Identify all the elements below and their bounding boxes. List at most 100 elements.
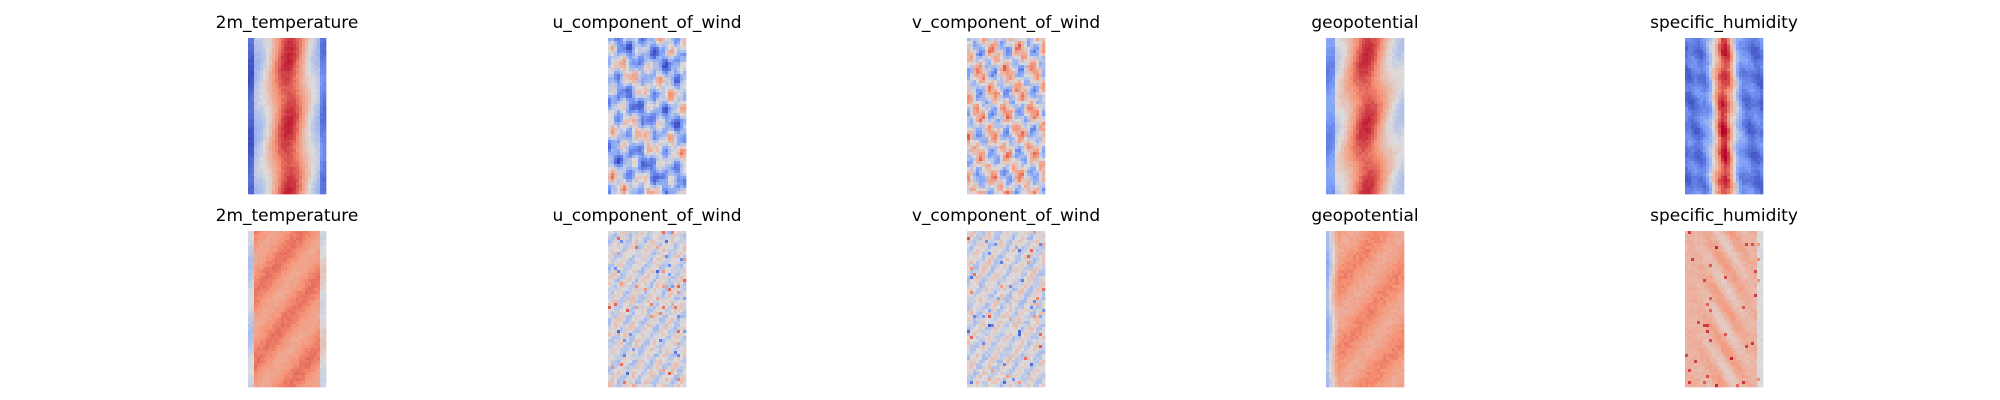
- heatmap-cell: [1021, 77, 1025, 81]
- heatmap-cell: [311, 140, 315, 144]
- heatmap-cell: [260, 137, 264, 141]
- heatmap-cell: [251, 161, 255, 165]
- heatmap-cell: [1039, 143, 1043, 147]
- heatmap-cell: [263, 149, 267, 153]
- heatmap-cell: [617, 110, 621, 114]
- heatmap-cell: [299, 62, 303, 66]
- heatmap-cell: [254, 71, 258, 75]
- heatmap-cell: [1030, 83, 1034, 87]
- heatmap-cell: [982, 179, 986, 183]
- heatmap-cell: [979, 149, 983, 153]
- heatmap-cell: [269, 53, 273, 57]
- heatmap-cell: [1015, 152, 1019, 156]
- heatmap-cell: [296, 122, 300, 126]
- heatmap-cell: [665, 149, 669, 153]
- panel-title: v_component_of_wind: [912, 13, 1100, 33]
- heatmap-cell: [1006, 95, 1010, 99]
- heatmap-cell: [662, 104, 666, 108]
- heatmap-cell: [251, 38, 255, 42]
- heatmap-cell: [973, 110, 977, 114]
- heatmap-cell: [1341, 131, 1345, 135]
- heatmap-cell: [1365, 107, 1369, 111]
- heatmap-cell: [1395, 38, 1399, 42]
- heatmap-cell: [1374, 74, 1378, 78]
- heatmap-cell: [275, 68, 279, 72]
- heatmap-cell: [1395, 131, 1399, 135]
- heatmap-cell: [635, 98, 639, 102]
- heatmap-cell: [1350, 77, 1354, 81]
- heatmap-cell: [1359, 71, 1363, 75]
- heatmap-cell: [1347, 86, 1351, 90]
- heatmap-cell: [1003, 152, 1007, 156]
- heatmap-cell: [284, 74, 288, 78]
- heatmap-cell: [629, 89, 633, 93]
- heatmap-cell: [617, 98, 621, 102]
- heatmap-cell: [1353, 68, 1357, 72]
- heatmap-cell: [269, 185, 273, 189]
- heatmap-cell: [677, 167, 681, 171]
- heatmap-cell: [991, 89, 995, 93]
- heatmap-cell: [1368, 80, 1372, 84]
- heatmap-cell: [665, 71, 669, 75]
- heatmap-cell: [674, 65, 678, 69]
- heatmap-cell: [323, 50, 327, 54]
- heatmap-cell: [1383, 113, 1387, 117]
- heatmap-cell: [1332, 140, 1336, 144]
- heatmap-cell: [967, 161, 971, 165]
- heatmap-cell: [970, 104, 974, 108]
- heatmap-cell: [1012, 173, 1016, 177]
- heatmap-cell: [650, 155, 654, 159]
- heatmap-cell: [1024, 98, 1028, 102]
- heatmap-cell: [1332, 110, 1336, 114]
- heatmap-cell: [305, 191, 309, 195]
- heatmap-cell: [611, 191, 615, 195]
- heatmap-cell: [314, 164, 318, 168]
- heatmap-cell: [1006, 182, 1010, 186]
- heatmap-cell: [994, 167, 998, 171]
- heatmap-cell: [1380, 131, 1384, 135]
- heatmap-cell: [1012, 128, 1016, 132]
- heatmap-cell: [257, 53, 261, 57]
- heatmap-cell: [1329, 47, 1333, 51]
- heatmap-cell: [1039, 104, 1043, 108]
- heatmap-cell: [1003, 74, 1007, 78]
- heatmap-cell: [988, 137, 992, 141]
- heatmap-cell: [254, 65, 258, 69]
- heatmap-cell: [1006, 131, 1010, 135]
- heatmap-cell: [296, 89, 300, 93]
- heatmap-cell: [1332, 50, 1336, 54]
- heatmap-cell: [620, 65, 624, 69]
- heatmap-cell: [263, 86, 267, 90]
- heatmap-cell: [1383, 101, 1387, 105]
- heatmap-cell: [1335, 101, 1339, 105]
- heatmap-cell: [272, 185, 276, 189]
- heatmap-cell: [1024, 170, 1028, 174]
- heatmap-cell: [1401, 68, 1405, 72]
- heatmap-cell: [1003, 113, 1007, 117]
- heatmap-cell: [677, 182, 681, 186]
- heatmap-cell: [611, 74, 615, 78]
- heatmap-cell: [683, 167, 687, 171]
- heatmap-cell: [1341, 56, 1345, 60]
- heatmap-cell: [305, 155, 309, 159]
- heatmap-cell: [1344, 59, 1348, 63]
- heatmap-cell: [263, 122, 267, 126]
- heatmap-cell: [308, 74, 312, 78]
- heatmap-cell: [1362, 104, 1366, 108]
- heatmap-cell: [677, 128, 681, 132]
- heatmap-cell: [1371, 41, 1375, 45]
- heatmap-cell: [644, 113, 648, 117]
- heatmap-cell: [680, 68, 684, 72]
- heatmap-cell: [257, 110, 261, 114]
- heatmap-cell: [278, 98, 282, 102]
- heatmap-cell: [293, 161, 297, 165]
- heatmap-cell: [308, 47, 312, 51]
- heatmap-cell: [1377, 140, 1381, 144]
- heatmap-cell: [1036, 74, 1040, 78]
- heatmap-cell: [680, 71, 684, 75]
- heatmap-cell: [278, 170, 282, 174]
- heatmap-cell: [1012, 89, 1016, 93]
- heatmap-cell: [1027, 158, 1031, 162]
- heatmap-cell: [1009, 65, 1013, 69]
- heatmap-cell: [1368, 119, 1372, 123]
